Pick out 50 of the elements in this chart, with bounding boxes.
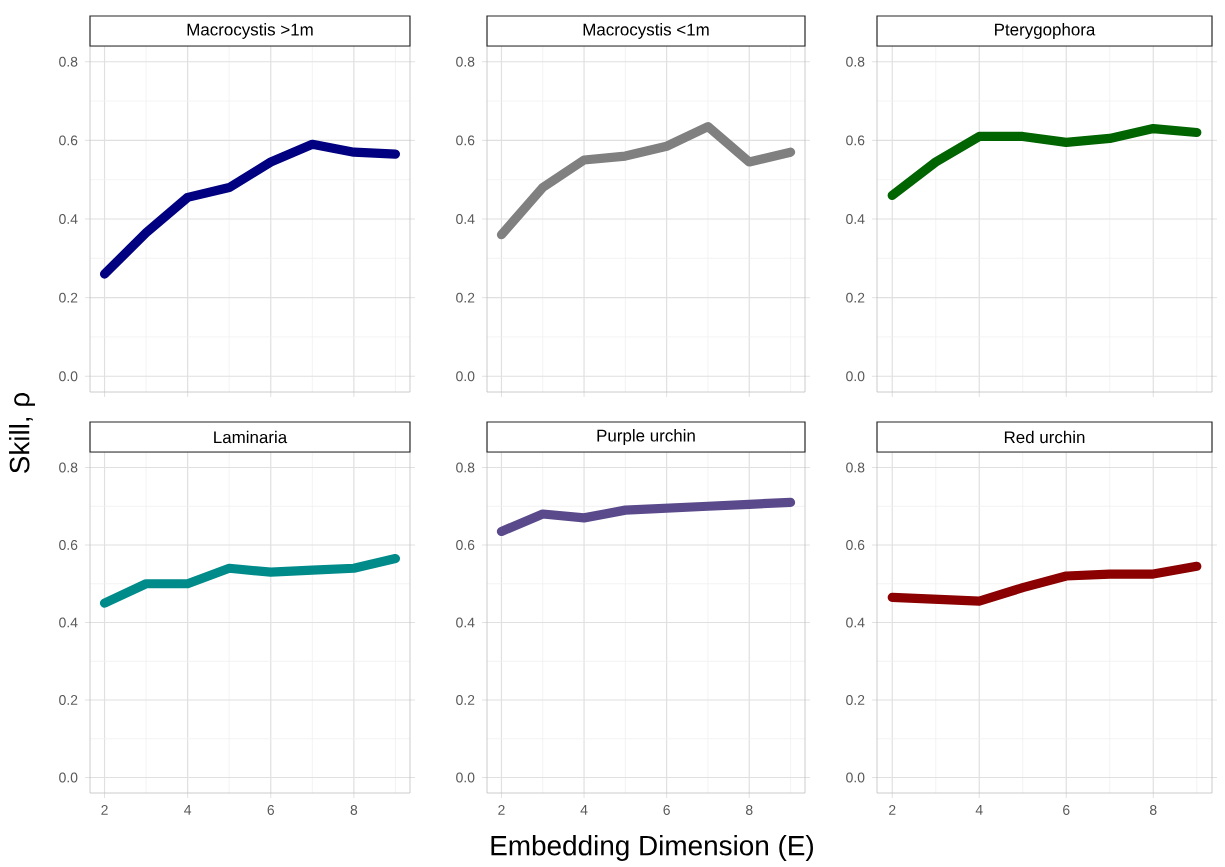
y-tick-label: 0.6 [456,135,475,146]
chart-title: Laminaria [214,430,288,444]
y-tick-label: 0.8 [59,56,78,67]
y-tick-label: 0.2 [59,292,78,303]
y-tick-label: 0.0 [846,371,865,382]
y-tick-label: 0.4 [456,617,475,628]
chart-title: Purple urchin [597,429,695,445]
y-tick-label: 0.0 [456,371,475,382]
x-tick-label: 6 [267,805,275,815]
y-tick-label: 0.4 [456,214,475,224]
y-tick-label: 0.6 [59,135,78,146]
y-tick-label: 0.6 [456,540,475,550]
chart-title: Pterygophora [995,23,1096,39]
y-tick-label: 0.2 [59,695,78,705]
y-tick-label: 0.6 [59,540,78,550]
y-tick-label: 0.0 [59,772,78,783]
y-tick-label: 0.2 [846,695,865,705]
x-tick-label: 2 [889,805,896,815]
y-tick-label: 0.0 [846,772,865,783]
y-tick-label: 0.6 [846,135,865,146]
x-tick-label: 4 [184,805,192,815]
y-tick-label: 0.2 [456,695,475,705]
y-tick-label: 0.4 [846,617,865,628]
y-tick-label: 0.8 [59,462,78,473]
y-tick-label: 0.6 [846,540,865,550]
x-tick-label: 4 [975,805,983,815]
x-tick-label: 4 [580,805,588,815]
chart-title: Macrocystis <1m [583,23,709,39]
y-tick-label: 0.4 [59,214,78,224]
chart-title: Red urchin [1004,430,1085,444]
y-tick-label: 0.4 [846,214,865,224]
x-tick-label: 6 [1063,805,1070,815]
y-tick-label: 0.0 [59,371,78,382]
x-axis-title: Embedding Dimension (E) [491,835,813,862]
chart-title: Macrocystis >1m [187,23,313,39]
x-tick-label: 8 [745,805,753,815]
y-tick-label: 0.2 [456,292,475,303]
y-tick-label: 0.8 [846,56,865,67]
y-tick-label: 0.8 [456,56,475,67]
x-tick-label: 6 [663,805,670,815]
x-tick-label: 8 [1149,805,1157,815]
x-tick-label: 2 [101,805,108,815]
y-tick-label: 0.0 [456,772,475,783]
x-tick-label: 8 [350,805,358,815]
y-axis-title: Skill, ρ [8,392,35,473]
y-tick-label: 0.4 [59,617,78,628]
y-tick-label: 0.2 [846,292,865,303]
x-tick-label: 2 [498,805,505,815]
y-tick-label: 0.8 [456,462,475,473]
y-tick-label: 0.8 [846,462,865,473]
